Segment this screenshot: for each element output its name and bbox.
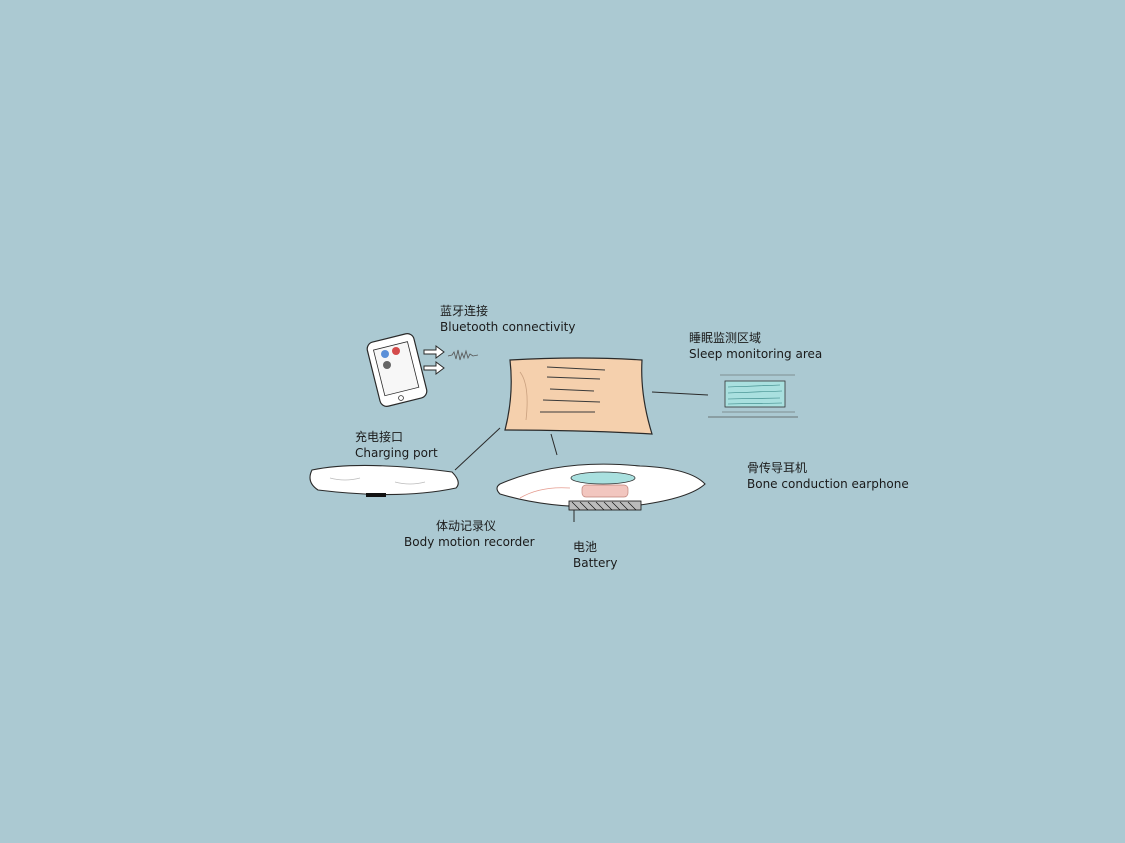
arrow-icon (423, 345, 445, 375)
label-bluetooth-zh: 蓝牙连接 (440, 304, 489, 318)
label-bluetooth-en: Bluetooth connectivity (440, 320, 576, 334)
label-earphone-zh: 骨传导耳机 (747, 461, 808, 475)
label-earphone: 骨传导耳机 Bone conduction earphone (747, 460, 909, 492)
pillow-illustration (504, 357, 653, 435)
label-bluetooth: 蓝牙连接 Bluetooth connectivity (440, 303, 575, 335)
sleep-sensor-illustration (708, 374, 798, 418)
connector-line (454, 427, 501, 471)
label-sleep-area-en: Sleep monitoring area (689, 347, 823, 361)
signal-wave-icon (447, 349, 479, 361)
label-motion-en: Body motion recorder (404, 535, 535, 549)
label-sleep-area-zh: 睡眠监测区域 (689, 331, 762, 345)
label-charging-zh: 充电接口 (355, 430, 404, 444)
label-battery-zh: 电池 (573, 540, 598, 554)
charging-pillow-illustration (309, 464, 459, 497)
label-charging: 充电接口 Charging port (355, 429, 438, 461)
smartphone-icon (366, 333, 428, 407)
label-battery: 电池 Battery (573, 539, 617, 571)
label-sleep-area: 睡眠监测区域 Sleep monitoring area (689, 330, 822, 362)
label-battery-en: Battery (573, 556, 618, 570)
label-charging-en: Charging port (355, 446, 438, 460)
label-motion: 体动记录仪 Body motion recorder (404, 518, 535, 550)
connector-line (651, 391, 709, 396)
label-earphone-en: Bone conduction earphone (747, 477, 909, 491)
earphone-pillow-illustration (496, 463, 706, 511)
label-motion-zh: 体动记录仪 (436, 519, 497, 533)
connector-line (550, 433, 558, 456)
